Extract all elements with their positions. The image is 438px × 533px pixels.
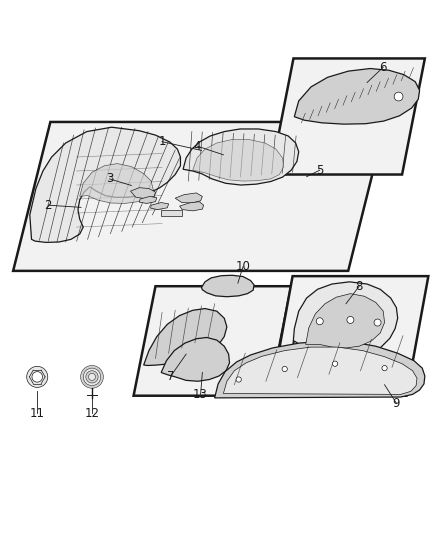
Polygon shape [294,69,420,124]
Polygon shape [201,275,254,297]
Polygon shape [271,276,428,395]
Polygon shape [180,201,204,211]
Polygon shape [215,341,425,398]
Circle shape [88,374,95,381]
Text: 5: 5 [316,164,323,176]
Text: 7: 7 [167,369,175,383]
Circle shape [316,318,323,325]
Polygon shape [80,164,153,204]
Polygon shape [193,140,284,181]
Text: 3: 3 [106,172,113,185]
Text: 4: 4 [193,140,201,152]
Text: 10: 10 [236,260,251,273]
Circle shape [347,317,354,324]
Polygon shape [183,129,299,185]
Polygon shape [293,282,398,357]
Text: 11: 11 [30,407,45,419]
Circle shape [332,361,338,366]
Polygon shape [223,347,417,394]
Text: 12: 12 [85,407,99,419]
Polygon shape [139,197,157,204]
Polygon shape [13,122,385,271]
Polygon shape [144,309,227,366]
Polygon shape [161,211,182,216]
Circle shape [27,366,48,387]
Polygon shape [134,286,291,395]
Text: 13: 13 [193,388,208,401]
Polygon shape [175,193,202,203]
Text: 1: 1 [158,135,166,148]
Text: 9: 9 [392,397,400,410]
Polygon shape [161,337,230,381]
Circle shape [394,92,403,101]
Circle shape [382,366,387,371]
Polygon shape [131,188,155,199]
Circle shape [236,377,241,382]
Polygon shape [151,203,169,209]
Text: 2: 2 [44,199,52,212]
Text: 6: 6 [379,61,387,74]
Circle shape [282,366,287,372]
Circle shape [83,368,101,386]
Polygon shape [306,294,385,348]
Text: 8: 8 [356,280,363,293]
Polygon shape [271,59,425,174]
Circle shape [81,366,103,388]
Circle shape [32,372,42,382]
Circle shape [374,319,381,326]
Polygon shape [30,127,180,243]
Circle shape [86,371,98,383]
